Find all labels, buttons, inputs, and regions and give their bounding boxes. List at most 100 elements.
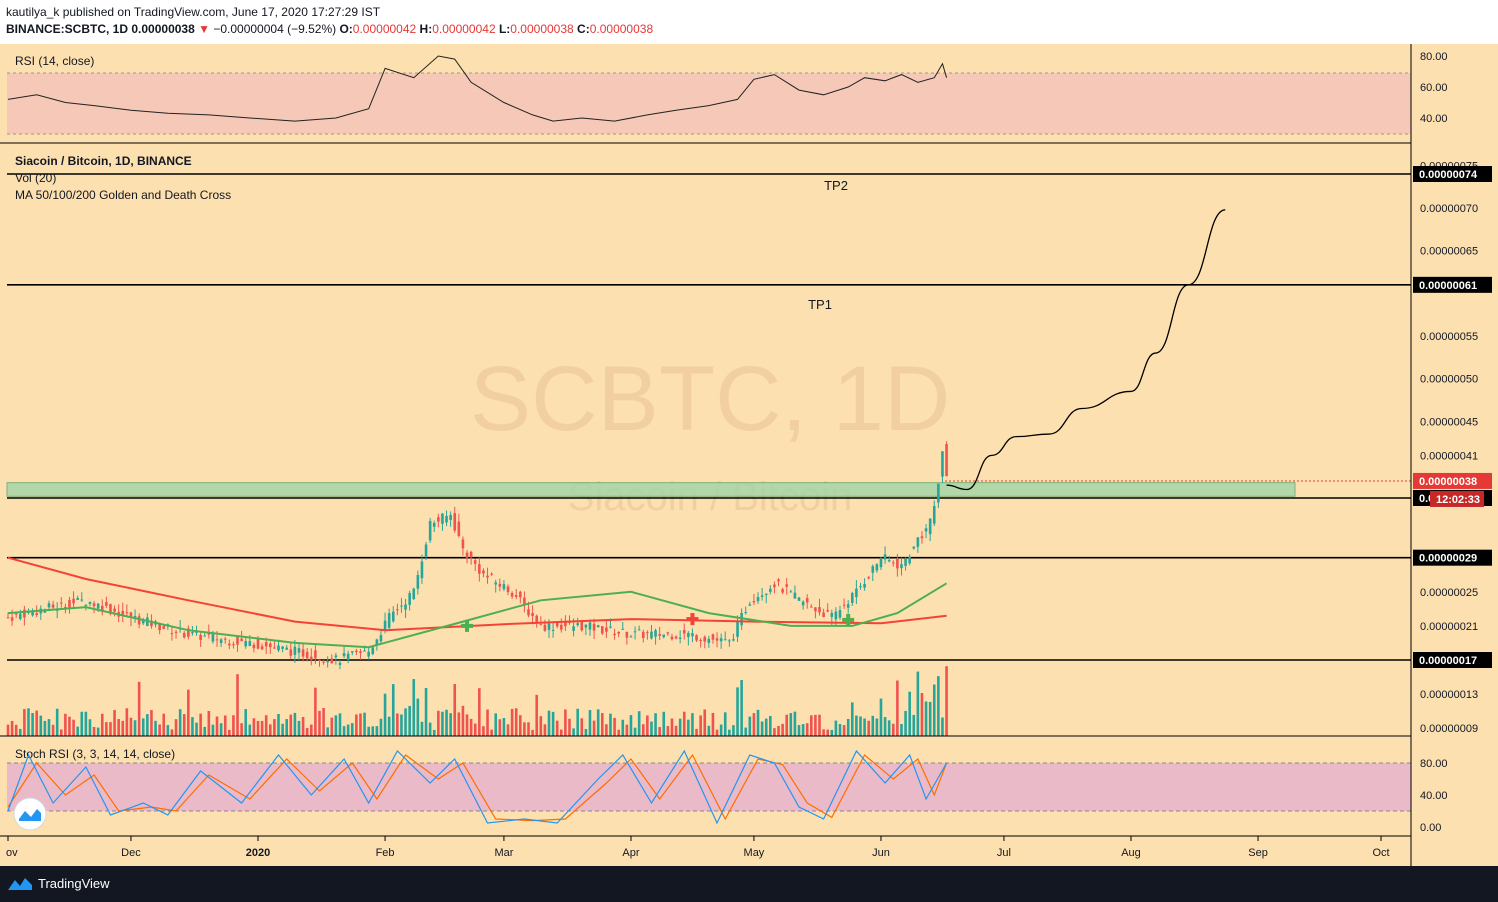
candle-body [674, 636, 678, 639]
volume-bar [838, 724, 842, 736]
volume-bar [555, 720, 559, 736]
candle-body [51, 604, 55, 608]
volume-bar [367, 726, 370, 736]
countdown-text: 12:02:33 [1436, 494, 1480, 506]
candle-body [182, 632, 186, 638]
volume-bar [896, 680, 899, 736]
stoch-tick-label: 0.00 [1420, 822, 1441, 834]
tradingview-badge-icon[interactable] [13, 797, 47, 831]
candle-body [264, 642, 268, 647]
candle-body [814, 607, 817, 612]
candle-body [199, 634, 202, 640]
candle-body [150, 620, 153, 627]
volume-bar [84, 711, 88, 736]
volume-bar [834, 720, 838, 736]
volume-bar [215, 716, 219, 736]
volume-bar [338, 713, 342, 736]
volume-bar [437, 710, 440, 736]
candle-body [490, 573, 493, 575]
candle-body [584, 624, 588, 628]
candle-body [781, 589, 784, 593]
candle-body [121, 610, 125, 615]
candle-body [678, 637, 682, 639]
volume-bar [715, 729, 719, 736]
volume-bar [109, 722, 112, 736]
volume-bar [350, 723, 354, 736]
time-tick-label: Oct [1372, 847, 1389, 859]
volume-bar [277, 713, 280, 736]
candle-body [23, 609, 26, 618]
candle-body [920, 536, 924, 539]
volume-bar [432, 729, 436, 736]
volume-bar [55, 708, 59, 736]
candle-body [646, 632, 649, 634]
candle-body [719, 638, 723, 642]
rsi-pane[interactable]: RSI (14, close) 80.00 60.00 40.00 [7, 51, 1448, 135]
volume-bar [47, 719, 51, 736]
tradingview-logo[interactable]: TradingView [8, 876, 110, 891]
candle-body [625, 631, 629, 638]
candle-body [18, 613, 22, 619]
chart-area[interactable]: RSI (14, close) 80.00 60.00 40.00 SCBTC, 1… [0, 0, 1498, 866]
volume-bar [133, 720, 137, 736]
volume-bar [527, 722, 530, 736]
last-price-text: 0.00000038 [1419, 476, 1477, 488]
volume-bar [281, 723, 284, 736]
volume-bar [740, 680, 743, 736]
price-tick-label: 0.00000055 [1420, 331, 1478, 343]
level-price-tag [1413, 166, 1492, 182]
volume-bar [867, 720, 870, 736]
candle-body [605, 627, 608, 632]
volume-bar [543, 724, 547, 736]
candle-body [621, 628, 625, 630]
volume-bar [945, 666, 948, 736]
time-tick-label: Dec [121, 847, 141, 859]
time-tick-label: Apr [622, 847, 639, 859]
candle-body [883, 554, 887, 560]
candle-body [432, 522, 436, 527]
stoch-title: Stoch RSI (3, 3, 14, 14, close) [15, 747, 175, 761]
volume-bar [301, 717, 305, 736]
candle-body [728, 640, 731, 642]
candle-body [564, 622, 567, 627]
candle-body [228, 643, 231, 646]
candle-body [773, 584, 776, 588]
candle-body [109, 604, 112, 614]
volume-bar [785, 714, 789, 736]
volume-bar [31, 712, 34, 736]
volume-bar [72, 719, 75, 736]
candle-body [88, 601, 92, 604]
candle-body [59, 602, 63, 604]
price-pane[interactable]: SCBTC, 1D Siacoin / Bitcoin TP2 TP1 Siaco… [6, 154, 1492, 736]
candle-body [916, 537, 920, 547]
volume-bar [891, 723, 895, 736]
candle-body [137, 616, 141, 625]
volume-bar [68, 716, 71, 736]
volume-bar [416, 698, 420, 736]
candle-body [346, 653, 350, 660]
candle-body [658, 634, 661, 636]
volume-bar [674, 725, 678, 736]
volume-bar [203, 726, 207, 736]
volume-bar [883, 717, 887, 736]
candle-body [285, 647, 288, 650]
volume-bar [830, 729, 834, 736]
candle-body [900, 564, 903, 569]
candle-body [383, 620, 387, 630]
candle-body [682, 629, 686, 634]
price-tick-label: 0.00000041 [1420, 450, 1478, 462]
candle-body [937, 483, 940, 503]
candle-body [596, 625, 600, 628]
candle-body [637, 629, 641, 631]
candle-body [248, 641, 252, 647]
time-axis[interactable]: ov Dec 2020 Feb Mar Apr May Jun Jul Aug Sep Oct [6, 836, 1390, 859]
candle-body [715, 638, 719, 641]
candle-body [826, 610, 830, 612]
volume-bar [924, 701, 928, 736]
candle-body [609, 626, 612, 628]
volume-bar [105, 722, 108, 736]
watermark-symbol: SCBTC, 1D [470, 348, 951, 450]
stoch-rsi-pane[interactable]: Stoch RSI (3, 3, 14, 14, close) 80.00 40.… [7, 747, 1448, 834]
candle-body [810, 606, 813, 608]
volume-bar [773, 728, 776, 736]
